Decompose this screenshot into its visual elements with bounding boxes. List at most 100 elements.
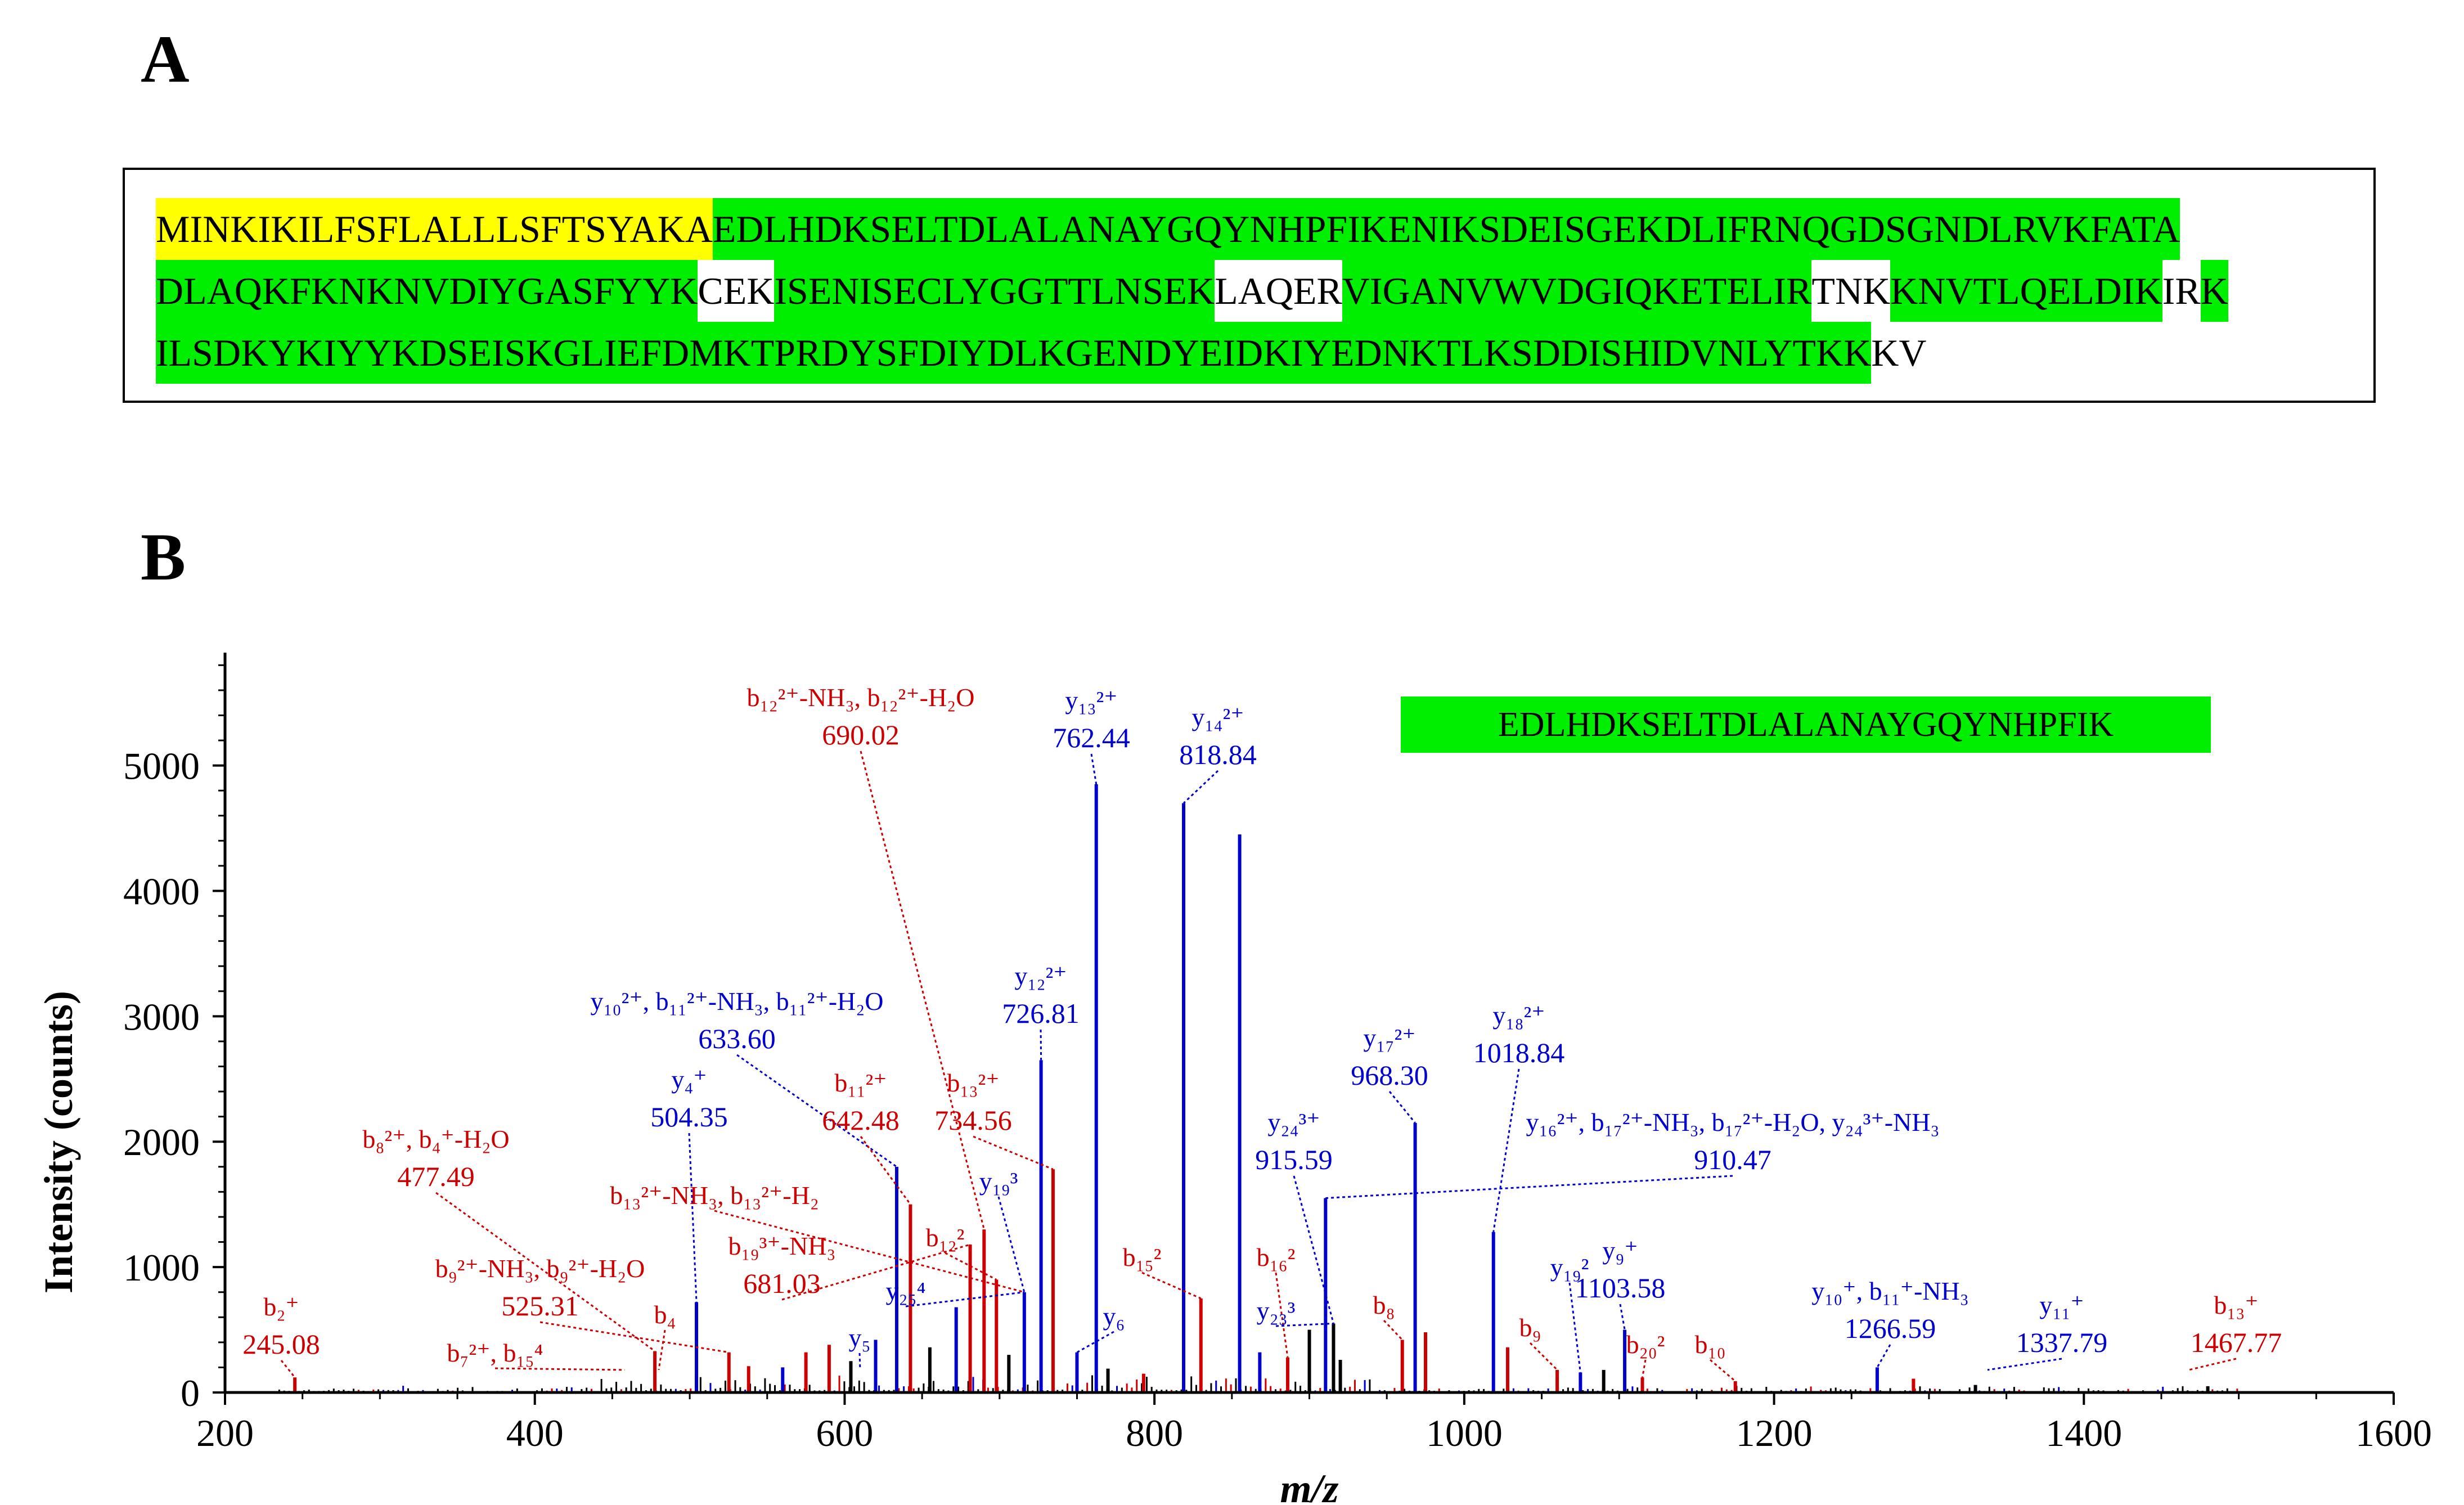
ion-leader-line xyxy=(736,1054,897,1168)
ion-label: b₁₁²⁺ xyxy=(834,1068,887,1097)
ion-label: y₁₂²⁺ xyxy=(1014,962,1067,990)
ion-leader-line xyxy=(494,1367,625,1371)
ion-leader-line xyxy=(1492,1068,1520,1232)
ion-label: y₆ xyxy=(1103,1302,1125,1331)
ion-leader-line xyxy=(435,1192,655,1352)
uncovered-segment: TNK xyxy=(1811,269,1891,312)
ion-label: y₁₀⁺, b₁₁⁺-NH₃ xyxy=(1811,1277,1969,1305)
x-axis-title: m/z xyxy=(1280,1466,1338,1505)
ion-leader-line xyxy=(1642,1359,1647,1378)
ion-label: b₉²⁺-NH₃, b₉²⁺-H₂O xyxy=(435,1254,645,1283)
ion-leader-line xyxy=(280,1360,296,1378)
ion-leader-line xyxy=(860,751,985,1230)
x-tick-label: 800 xyxy=(1126,1412,1183,1454)
sequence-line: MINKIKILFSFLALLLSFTSYAKAEDLHDKSELTDLALAN… xyxy=(156,198,2180,260)
ion-leader-line xyxy=(658,1329,666,1371)
ion-label: y₁₆²⁺, b₁₇²⁺-NH₃, b₁₇²⁺-H₂O, y₂₄³⁺-NH₃ xyxy=(1526,1108,1940,1136)
ion-leader-line xyxy=(1388,1091,1416,1124)
ion-mz-value: 968.30 xyxy=(1351,1059,1428,1091)
ion-leader-line xyxy=(714,1210,1025,1293)
y-tick-label: 1000 xyxy=(123,1246,200,1289)
ion-label: b₉ xyxy=(1519,1313,1541,1342)
sequence-line: DLAQKFKNKNVDIYGASFYYKCEKISENISECLYGGTTLN… xyxy=(156,260,2228,322)
ion-mz-value: 477.49 xyxy=(397,1161,475,1192)
signal-peptide-segment: MINKIKILFSFLALLLSFTSYAKA xyxy=(156,198,713,260)
panel-a-label: A xyxy=(141,21,190,96)
ion-leader-line xyxy=(997,1196,1026,1293)
covered-segment: EDLHDKSELTDLALANAYGQYNHPFIKENIKSDEISGEKD… xyxy=(712,198,2180,260)
ion-leader-line xyxy=(539,1321,730,1354)
y-tick-label: 0 xyxy=(181,1372,200,1414)
sequence-line: ILSDKYKIYYKDSEISKGLIEFDMKTPRDYSFDIYDLKGE… xyxy=(156,322,1926,384)
ion-label: b₇²⁺, b₁₅⁴ xyxy=(447,1338,543,1367)
ion-leader-line xyxy=(1383,1319,1403,1341)
ion-label: y₅ xyxy=(848,1323,870,1352)
ion-mz-value: 504.35 xyxy=(650,1101,728,1133)
y-tick-label: 2000 xyxy=(123,1121,200,1163)
ion-leader-line xyxy=(860,1136,911,1205)
ion-label: y₉⁺ xyxy=(1602,1236,1638,1265)
covered-segment: K xyxy=(2200,260,2228,322)
ion-mz-value: 1266.59 xyxy=(1845,1313,1936,1344)
y-tick-label: 3000 xyxy=(123,995,200,1038)
ion-label: b₁₉³⁺-NH₃ xyxy=(729,1232,836,1260)
ion-mz-value: 1018.84 xyxy=(1473,1037,1565,1068)
ion-label: y₁₄²⁺ xyxy=(1191,703,1244,731)
ion-mz-value: 1103.58 xyxy=(1575,1272,1666,1304)
ion-leader-line xyxy=(945,1252,997,1281)
ion-label: y₁₉² xyxy=(1550,1253,1589,1282)
ion-mz-value: 525.31 xyxy=(501,1290,579,1322)
y-axis-title: Intensity (counts) xyxy=(36,991,81,1293)
ion-label: y₁₀²⁺, b₁₁²⁺-NH₃, b₁₁²⁺-H₂O xyxy=(590,987,883,1016)
ion-mz-value: 633.60 xyxy=(698,1023,776,1054)
ion-leader-line xyxy=(1141,1272,1202,1300)
ion-mz-value: 690.02 xyxy=(822,719,900,751)
ion-mz-value: 681.03 xyxy=(743,1268,821,1299)
ion-leader-line xyxy=(1568,1282,1581,1373)
ion-leader-line xyxy=(1987,1358,2062,1371)
ion-label: y₁₉³ xyxy=(979,1167,1018,1196)
y-tick-label: 4000 xyxy=(123,870,200,913)
ion-label: y₂₃³ xyxy=(1257,1296,1296,1325)
uncovered-segment: LAQER xyxy=(1215,269,1342,312)
x-tick-label: 1600 xyxy=(2355,1412,2432,1454)
ion-label: b₁₂²⁺-NH₃, b₁₂²⁺-H₂O xyxy=(747,683,975,712)
x-tick-label: 1400 xyxy=(2045,1412,2122,1454)
ion-leader-line xyxy=(1076,1331,1114,1353)
ion-label: y₄⁺ xyxy=(671,1065,707,1094)
ion-label: b₁₅² xyxy=(1123,1243,1162,1272)
ion-label: b₈²⁺, b₄⁺-H₂O xyxy=(362,1125,509,1153)
covered-segment: DLAQKFKNKNVDIYGASFYYK xyxy=(156,260,698,322)
ion-mz-value: 1467.77 xyxy=(2191,1327,2282,1358)
ion-leader-line xyxy=(1090,753,1098,785)
covered-segment: ILSDKYKIYYKDSEISKGLIEFDMKTPRDYSFDIYDLKGE… xyxy=(156,322,1872,384)
ion-label: y₂₄³⁺ xyxy=(1267,1108,1320,1136)
panel-b-label: B xyxy=(141,519,186,594)
ion-label: b₄ xyxy=(654,1300,676,1329)
ion-label: b₈ xyxy=(1373,1291,1395,1319)
peptide-label: EDLHDKSELTDLALANAYGQYNHPFIK xyxy=(1401,697,2211,753)
ion-label: b₁₃²⁺ xyxy=(947,1068,999,1097)
ion-label: b₁₀ xyxy=(1694,1330,1725,1359)
ion-mz-value: 245.08 xyxy=(242,1328,320,1360)
ion-leader-line xyxy=(1529,1342,1558,1371)
covered-segment: ISENISECLYGGTTLNSEK xyxy=(774,260,1215,322)
x-tick-label: 400 xyxy=(506,1412,564,1454)
ion-leader-line xyxy=(1710,1359,1736,1382)
ion-mz-value: 762.44 xyxy=(1053,722,1130,753)
ion-label: y₁₃²⁺ xyxy=(1065,686,1117,715)
ion-label: y₁₁⁺ xyxy=(2039,1291,2084,1319)
ion-label: b₁₃⁺ xyxy=(2214,1291,2258,1319)
ion-leader-line xyxy=(1619,1304,1626,1330)
sequence-box: MINKIKILFSFLALLLSFTSYAKAEDLHDKSELTDLALAN… xyxy=(123,168,2376,403)
ion-mz-value: 910.47 xyxy=(1694,1144,1771,1175)
x-tick-label: 1200 xyxy=(1736,1412,1813,1454)
covered-segment: KNVTLQELDIK xyxy=(1890,260,2162,322)
x-tick-label: 200 xyxy=(196,1412,254,1454)
x-tick-label: 600 xyxy=(816,1412,873,1454)
ion-leader-line xyxy=(688,1133,698,1302)
ion-label: b₂⁺ xyxy=(263,1292,299,1321)
ion-leader-line xyxy=(1325,1175,1733,1199)
ion-mz-value: 1337.79 xyxy=(2016,1327,2108,1358)
